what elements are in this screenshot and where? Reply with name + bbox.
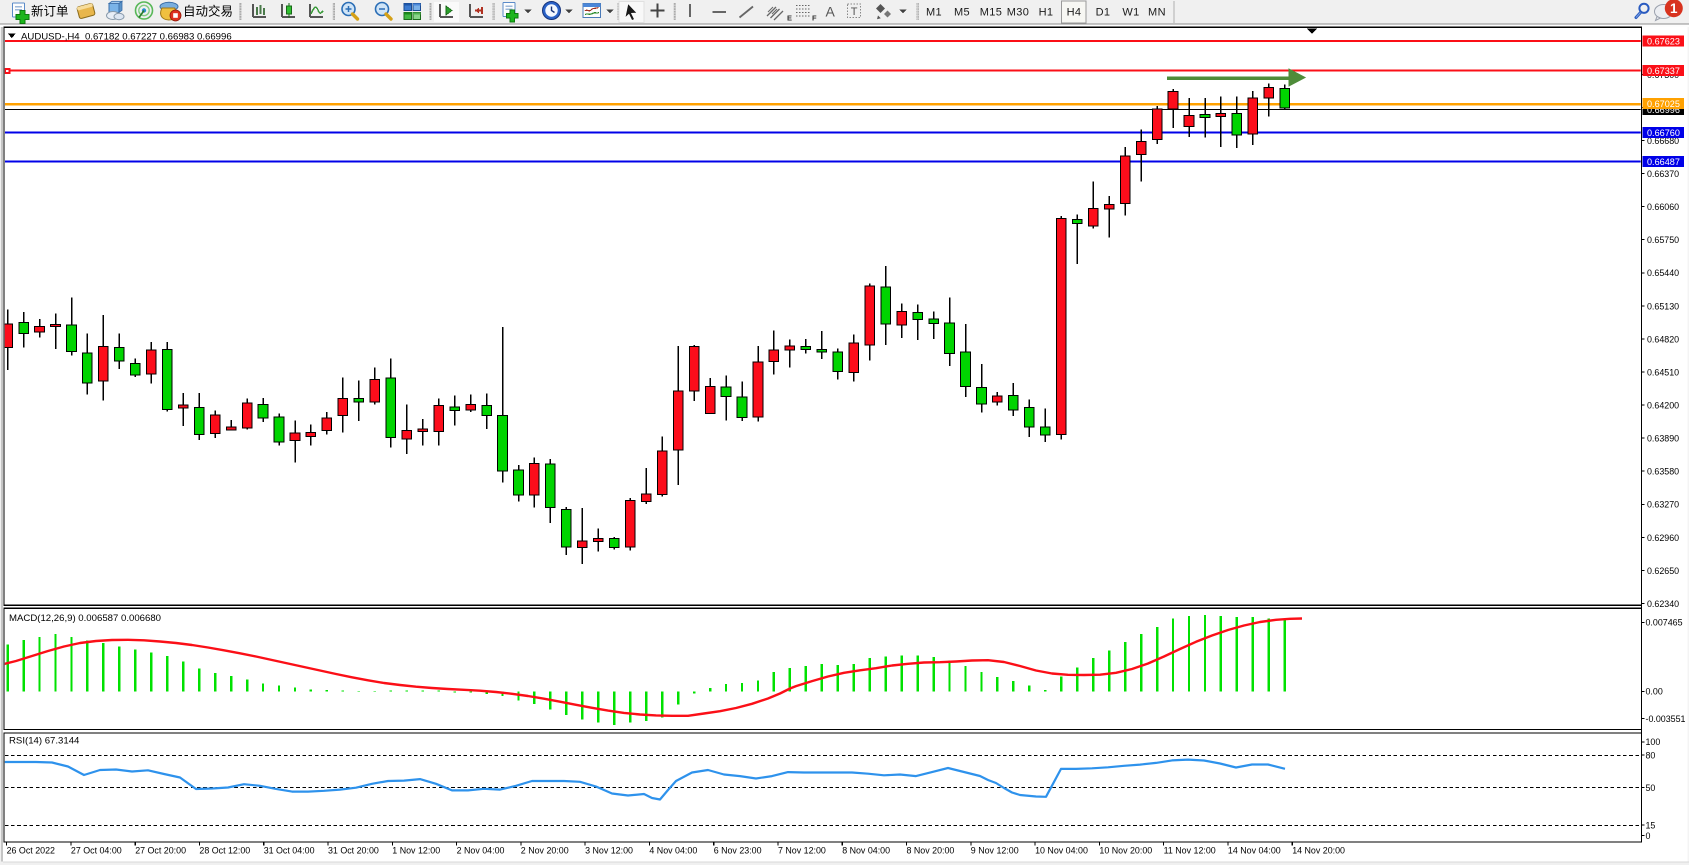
- svg-text:AUDUSD-,H4 0.67182 0.67227 0.: AUDUSD-,H4 0.67182 0.67227 0.66983 0.669…: [21, 32, 232, 43]
- svg-text:31 Oct 20:00: 31 Oct 20:00: [328, 846, 379, 856]
- svg-text:-0.003551: -0.003551: [1646, 714, 1686, 724]
- svg-text:80: 80: [1646, 751, 1656, 761]
- svg-text:0.66370: 0.66370: [1647, 169, 1679, 179]
- svg-text:0.62960: 0.62960: [1647, 533, 1679, 543]
- svg-text:8 Nov 04:00: 8 Nov 04:00: [842, 846, 890, 856]
- svg-text:0.64510: 0.64510: [1647, 367, 1679, 377]
- svg-text:0.63890: 0.63890: [1647, 434, 1679, 444]
- svg-text:9 Nov 12:00: 9 Nov 12:00: [971, 846, 1019, 856]
- svg-text:0.65130: 0.65130: [1647, 301, 1679, 311]
- svg-text:27 Oct 20:00: 27 Oct 20:00: [135, 846, 186, 856]
- svg-text:A: A: [826, 4, 836, 20]
- svg-text:0.62650: 0.62650: [1647, 566, 1679, 576]
- svg-text:0.62340: 0.62340: [1647, 599, 1679, 609]
- svg-text:4 Nov 04:00: 4 Nov 04:00: [649, 846, 697, 856]
- svg-text:14 Nov 04:00: 14 Nov 04:00: [1228, 846, 1281, 856]
- svg-text:15: 15: [1646, 820, 1656, 830]
- svg-text:31 Oct 04:00: 31 Oct 04:00: [264, 846, 315, 856]
- svg-text:6 Nov 23:00: 6 Nov 23:00: [714, 846, 762, 856]
- svg-text:7 Nov 12:00: 7 Nov 12:00: [778, 846, 826, 856]
- svg-text:0.66760: 0.66760: [1647, 128, 1680, 138]
- svg-text:28 Oct 12:00: 28 Oct 12:00: [199, 846, 250, 856]
- svg-text:1 Nov 12:00: 1 Nov 12:00: [392, 846, 440, 856]
- svg-text:14 Nov 20:00: 14 Nov 20:00: [1292, 846, 1345, 856]
- svg-text:MN: MN: [1148, 7, 1166, 19]
- svg-text:100: 100: [1646, 737, 1661, 747]
- svg-text:0.65750: 0.65750: [1647, 235, 1679, 245]
- svg-text:M1: M1: [926, 7, 942, 19]
- svg-text:MACD(12,26,9) 0.006587 0.00668: MACD(12,26,9) 0.006587 0.006680: [9, 613, 161, 624]
- svg-text:2 Nov 04:00: 2 Nov 04:00: [457, 846, 505, 856]
- svg-text:0.65440: 0.65440: [1647, 268, 1679, 278]
- svg-text:0: 0: [1646, 831, 1651, 841]
- svg-text:0.66680: 0.66680: [1647, 136, 1679, 146]
- svg-text:0.64200: 0.64200: [1647, 401, 1679, 411]
- svg-text:0.00: 0.00: [1646, 687, 1663, 697]
- svg-text:2 Nov 20:00: 2 Nov 20:00: [521, 846, 569, 856]
- svg-text:10 Nov 20:00: 10 Nov 20:00: [1099, 846, 1152, 856]
- svg-text:M15: M15: [980, 7, 1003, 19]
- svg-text:0.67337: 0.67337: [1647, 66, 1680, 76]
- svg-text:0.66487: 0.66487: [1647, 157, 1680, 167]
- svg-text:F: F: [812, 14, 817, 23]
- svg-text:0.66060: 0.66060: [1647, 202, 1679, 212]
- svg-text:8 Nov 20:00: 8 Nov 20:00: [907, 846, 955, 856]
- svg-text:0.63270: 0.63270: [1647, 500, 1679, 510]
- svg-text:10 Nov 04:00: 10 Nov 04:00: [1035, 846, 1088, 856]
- svg-text:M5: M5: [954, 7, 970, 19]
- svg-text:D1: D1: [1096, 7, 1111, 19]
- svg-text:26 Oct 2022: 26 Oct 2022: [7, 846, 55, 856]
- svg-text:H4: H4: [1067, 7, 1082, 19]
- svg-text:T: T: [851, 6, 858, 18]
- svg-text:0.66996: 0.66996: [1647, 105, 1680, 115]
- svg-text:11 Nov 12:00: 11 Nov 12:00: [1164, 846, 1216, 856]
- svg-text:27 Oct 04:00: 27 Oct 04:00: [71, 846, 122, 856]
- svg-text:0.67025: 0.67025: [1647, 99, 1680, 109]
- svg-text:新订单: 新订单: [31, 4, 69, 19]
- svg-text:50: 50: [1646, 783, 1656, 793]
- svg-text:0.63580: 0.63580: [1647, 467, 1679, 477]
- svg-text:0.007465: 0.007465: [1646, 618, 1683, 628]
- svg-text:1: 1: [1670, 1, 1678, 16]
- svg-text:M30: M30: [1007, 7, 1030, 19]
- svg-text:W1: W1: [1122, 7, 1139, 19]
- svg-text:自动交易: 自动交易: [183, 4, 233, 19]
- svg-text:3 Nov 12:00: 3 Nov 12:00: [585, 846, 633, 856]
- svg-text:H1: H1: [1039, 7, 1054, 19]
- svg-text:E: E: [787, 14, 792, 23]
- svg-text:0.67623: 0.67623: [1647, 37, 1680, 47]
- svg-text:RSI(14) 67.3144: RSI(14) 67.3144: [9, 736, 80, 747]
- svg-text:0.64820: 0.64820: [1647, 334, 1679, 344]
